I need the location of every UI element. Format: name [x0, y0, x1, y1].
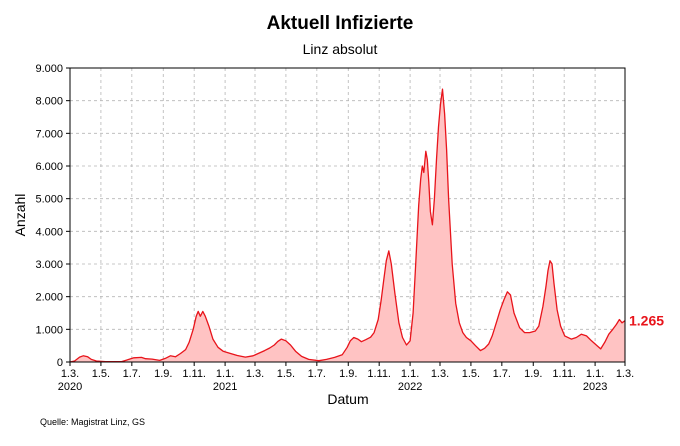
source-note: Quelle: Magistrat Linz, GS: [40, 417, 146, 427]
y-axis-label: Anzahl: [12, 194, 28, 237]
y-tick-label: 4.000: [35, 226, 63, 238]
x-tick-label: 1.1.: [586, 368, 604, 380]
series-layer: [69, 88, 626, 363]
x-tick-label: 1.3.: [616, 368, 634, 380]
chart-title: Aktuell Infizierte: [266, 13, 414, 34]
x-tick-label: 1.11.: [367, 368, 391, 380]
axes: [66, 67, 626, 366]
x-tick-year-label: 2022: [398, 381, 422, 393]
x-tick-label: 1.3.: [431, 368, 449, 380]
x-tick-label: 1.5.: [462, 368, 480, 380]
x-tick-label: 1.11.: [182, 368, 206, 380]
x-tick-label: 1.7.: [308, 368, 326, 380]
x-tick-label: 1.11.: [552, 368, 576, 380]
x-tick-label: 1.9.: [154, 368, 172, 380]
last-value-label: 1.265: [629, 313, 664, 329]
x-tick-year-label: 2023: [583, 381, 607, 393]
chart-subtitle: Linz absolut: [302, 41, 378, 57]
y-tick-label: 3.000: [35, 259, 63, 271]
x-tick-label: 1.5.: [277, 368, 295, 380]
y-tick-label: 0: [57, 357, 63, 369]
x-tick-label: 1.9.: [524, 368, 542, 380]
series-area-fill: [70, 89, 625, 362]
x-tick-label: 1.3.: [61, 368, 79, 380]
y-tick-label: 7.000: [35, 128, 63, 140]
x-tick-year-label: 2020: [58, 381, 82, 393]
y-tick-label: 6.000: [35, 161, 63, 173]
x-tick-label: 1.5.: [92, 368, 110, 380]
y-tick-label: 8.000: [35, 96, 63, 108]
x-tick-label: 1.7.: [123, 368, 141, 380]
x-tick-year-label: 2021: [213, 381, 237, 393]
y-tick-labels: 0 1.000 2.000 3.000 4.000 5.000 6.000 7.000 8.00…: [35, 63, 63, 369]
x-tick-label: 1.1.: [216, 368, 234, 380]
x-tick-label: 1.3.: [246, 368, 264, 380]
x-tick-label: 1.9.: [339, 368, 357, 380]
y-tick-label: 9.000: [35, 63, 63, 75]
plot-frame: [69, 67, 626, 363]
y-tick-label: 5.000: [35, 194, 63, 206]
y-tick-label: 2.000: [35, 292, 63, 304]
x-axis-label: Datum: [327, 391, 368, 407]
x-tick-label: 1.7.: [493, 368, 511, 380]
x-tick-label: 1.1.: [401, 368, 419, 380]
series-line: [69, 88, 626, 363]
y-tick-label: 1.000: [35, 324, 63, 336]
